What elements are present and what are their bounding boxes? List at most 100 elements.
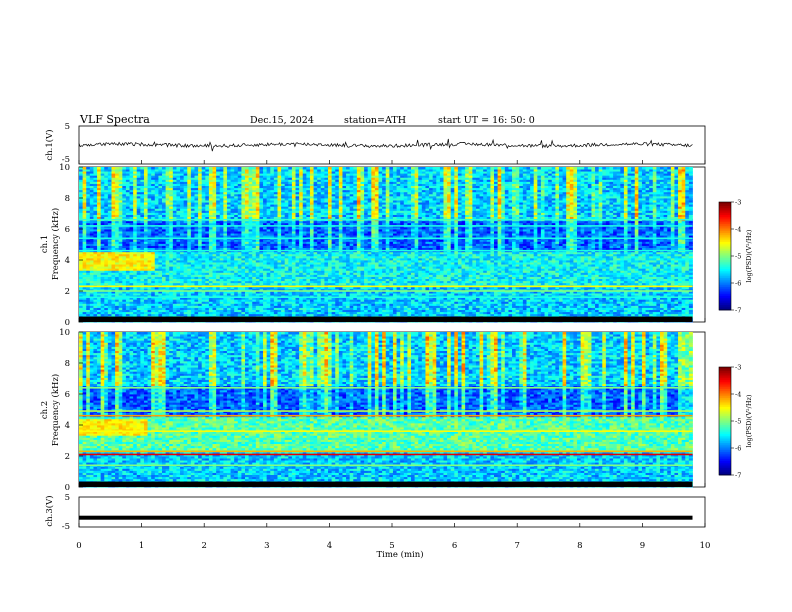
ch2-freq-ytick: 4 xyxy=(65,421,70,431)
ch1-colorbar-cell xyxy=(719,286,731,289)
ch2-colorbar-cell xyxy=(719,471,731,474)
x-axis-label: Time (min) xyxy=(376,549,423,560)
ch2-colorbar-cell xyxy=(719,394,731,397)
ch1-colorbar-cell xyxy=(719,247,731,250)
ch1-colorbar-cell xyxy=(719,268,731,271)
ch2-colorbar-cell xyxy=(719,390,731,393)
ch1-colorbar-cell xyxy=(719,238,731,241)
ch1-colorbar-cell xyxy=(719,270,731,273)
ch1-colorbar-cell xyxy=(719,225,731,228)
ch2-colorbar-cell xyxy=(719,433,731,436)
ch2-colorbar-label: -7 xyxy=(735,472,741,480)
ch2-colorbar-cell xyxy=(719,473,731,476)
ch2-spectrogram xyxy=(79,332,693,488)
ch2-colorbar-cell xyxy=(719,392,731,395)
ch2-freq-ytick: 0 xyxy=(65,483,70,493)
ch2-colorbar-cell xyxy=(719,395,731,398)
ch2-colorbar-cell xyxy=(719,383,731,386)
ch1-colorbar-cell xyxy=(719,259,731,262)
ch2-colorbar-cell xyxy=(719,421,731,424)
ch2-colorbar-cell xyxy=(719,466,731,469)
ch1-colorbar-cell xyxy=(719,304,731,307)
ch1-colorbar-cell xyxy=(719,214,731,217)
ch1-freq-ytick: 4 xyxy=(65,256,70,266)
ch1-colorbar-cell xyxy=(719,239,731,242)
ch3-wave-ylabel: ch.3(V) xyxy=(44,495,55,526)
ch2-colorbar-cell xyxy=(719,462,731,465)
ch1-colorbar-cell xyxy=(719,212,731,215)
ch2-colorbar-cell xyxy=(719,399,731,402)
ch2-colorbar-cell xyxy=(719,368,731,371)
ch1-colorbar-cell xyxy=(719,274,731,277)
ch2-colorbar-cell xyxy=(719,439,731,442)
start-time-label: start UT = 16: 50: 0 xyxy=(438,115,535,126)
ch1-freq-ytick: 10 xyxy=(59,163,70,173)
ch1-colorbar-cell xyxy=(719,230,731,233)
ch1-colorbar-cell xyxy=(719,220,731,223)
ch2-colorbar-cell xyxy=(719,413,731,416)
ch1-colorbar-cell xyxy=(719,302,731,305)
ch3-waveform-frame xyxy=(78,496,706,528)
ch2-colorbar-cell xyxy=(719,417,731,420)
ch1-colorbar-cell xyxy=(719,257,731,260)
ch2-colorbar-title: log(PSD)(V²/Hz) xyxy=(745,394,753,447)
ch2-colorbar-cell xyxy=(719,446,731,449)
x-tick-label: 9 xyxy=(640,541,645,551)
ch2-colorbar-cell xyxy=(719,401,731,404)
ch1-colorbar-cell xyxy=(719,301,731,304)
x-tick-label: 5 xyxy=(389,541,394,551)
ch1-waveform-line xyxy=(78,138,693,152)
ch2-colorbar-label: -3 xyxy=(735,364,741,372)
ch1-colorbar-cell xyxy=(719,223,731,226)
ch2-colorbar-cell xyxy=(719,453,731,456)
ch2-colorbar-cell xyxy=(719,372,731,375)
ch1-colorbar-cell xyxy=(719,211,731,214)
ch1-colorbar-cell xyxy=(719,209,731,212)
ch2-colorbar-cell xyxy=(719,430,731,433)
ch2-freq-ytick: 8 xyxy=(65,359,70,369)
ch1-colorbar-cell xyxy=(719,216,731,219)
ch2-colorbar-cell xyxy=(719,377,731,380)
ch1-colorbar-cell xyxy=(719,292,731,295)
ch2-colorbar-cell xyxy=(719,435,731,438)
ch2-colorbar-cell xyxy=(719,422,731,425)
ch2-colorbar-cell xyxy=(719,374,731,377)
x-tick-label: 4 xyxy=(327,541,332,551)
ch3-ytick-top: 5 xyxy=(65,493,70,503)
ch1-colorbar-cell xyxy=(719,243,731,246)
ch1-colorbar-cell xyxy=(719,277,731,280)
ch2-colorbar-cell xyxy=(719,403,731,406)
ch2-colorbar-cell xyxy=(719,388,731,391)
ch1-colorbar-cell xyxy=(719,229,731,232)
ch1-colorbar-cell xyxy=(719,265,731,268)
ch2-colorbar-cell xyxy=(719,381,731,384)
ch2-colorbar-label: -6 xyxy=(735,445,741,453)
ch1-colorbar-cell xyxy=(719,250,731,253)
ch2-colorbar-cell xyxy=(719,451,731,454)
ch2-colorbar-cell xyxy=(719,448,731,451)
date-label: Dec.15, 2024 xyxy=(250,115,314,126)
ch2-colorbar-cell xyxy=(719,424,731,427)
ch1-colorbar-cell xyxy=(719,288,731,291)
ch2-colorbar-cell xyxy=(719,442,731,445)
ch1-colorbar-cell xyxy=(719,203,731,206)
ch1-colorbar-cell xyxy=(719,234,731,237)
ch2-freq-ylabel-top: ch.2 xyxy=(40,401,50,419)
ch1-colorbar-cell xyxy=(719,207,731,210)
ch2-colorbar-cell xyxy=(719,385,731,388)
ch2-colorbar-cell xyxy=(719,406,731,409)
ch1-colorbar-cell xyxy=(719,232,731,235)
ch1-colorbar-cell xyxy=(719,241,731,244)
x-tick-label: 1 xyxy=(139,541,144,551)
station-label: station=ATH xyxy=(344,115,406,126)
ch2-colorbar-cell xyxy=(719,412,731,415)
ch1-colorbar-cell xyxy=(719,283,731,286)
ch1-colorbar-cell xyxy=(719,205,731,208)
ch2-colorbar-cell xyxy=(719,408,731,411)
ch1-freq-ytick: 6 xyxy=(65,225,70,235)
x-tick-label: 7 xyxy=(514,541,519,551)
x-tick-label: 0 xyxy=(76,541,81,551)
ch2-colorbar-cell xyxy=(719,426,731,429)
ch1-colorbar-cell xyxy=(719,275,731,278)
